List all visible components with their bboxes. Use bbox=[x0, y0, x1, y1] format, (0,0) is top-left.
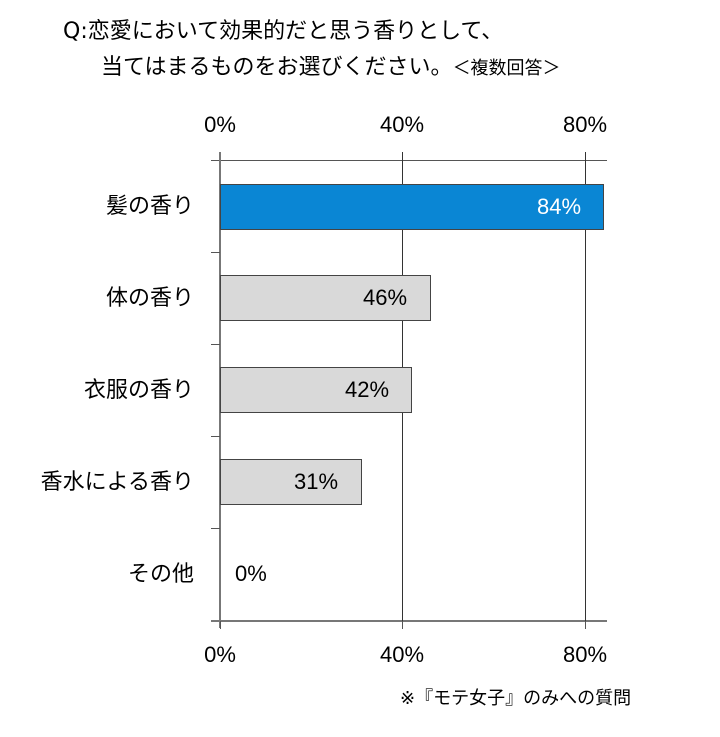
bottom-tick-80 bbox=[585, 621, 586, 629]
top-axis-line bbox=[211, 160, 607, 161]
bottom-tick-0 bbox=[220, 621, 221, 629]
category-label-body: 体の香り bbox=[105, 286, 194, 311]
bar-body bbox=[220, 275, 431, 321]
category-tick bbox=[211, 436, 220, 437]
bar-value-clothes: 42% bbox=[345, 377, 390, 402]
category-label-perfume: 香水による香り bbox=[40, 470, 194, 495]
bar-value-body: 46% bbox=[363, 285, 408, 310]
category-tick bbox=[211, 252, 220, 253]
bar-hair bbox=[220, 184, 604, 230]
title-line-1: Q:恋愛において効果的だと思う香りとして、 bbox=[63, 19, 504, 44]
bar-value-perfume: 31% bbox=[294, 469, 339, 494]
top-axis-label-80: 80% bbox=[562, 112, 608, 137]
bottom-axis-label-0: 0% bbox=[204, 642, 236, 667]
category-label-other: その他 bbox=[127, 562, 194, 587]
category-label-hair: 髪の香り bbox=[105, 194, 194, 219]
bar-value-other: 0% bbox=[235, 561, 267, 586]
bottom-axis-line bbox=[211, 620, 607, 622]
footnote: ※『モテ女子』のみへの質問 bbox=[400, 688, 632, 709]
bottom-tick-40 bbox=[402, 621, 403, 629]
category-label-clothes: 衣服の香り bbox=[83, 378, 194, 403]
category-tick bbox=[211, 528, 220, 529]
bar-value-hair: 84% bbox=[537, 194, 582, 219]
bottom-axis-label-80: 80% bbox=[562, 642, 608, 667]
title-line-2-text: 当てはまるものをお選びください。 bbox=[101, 55, 453, 80]
bottom-axis-label-40: 40% bbox=[379, 642, 425, 667]
multiple-answer-note: ＜複数回答＞ bbox=[452, 58, 561, 79]
title-line-2: 当てはまるものをお選びください。＜複数回答＞ bbox=[101, 54, 561, 83]
bar-clothes bbox=[220, 367, 412, 413]
category-tick bbox=[211, 344, 220, 345]
top-axis-label-0: 0% bbox=[204, 112, 236, 137]
bar-perfume bbox=[220, 459, 362, 505]
gridline-80 bbox=[585, 152, 586, 628]
top-axis-label-40: 40% bbox=[379, 112, 425, 137]
